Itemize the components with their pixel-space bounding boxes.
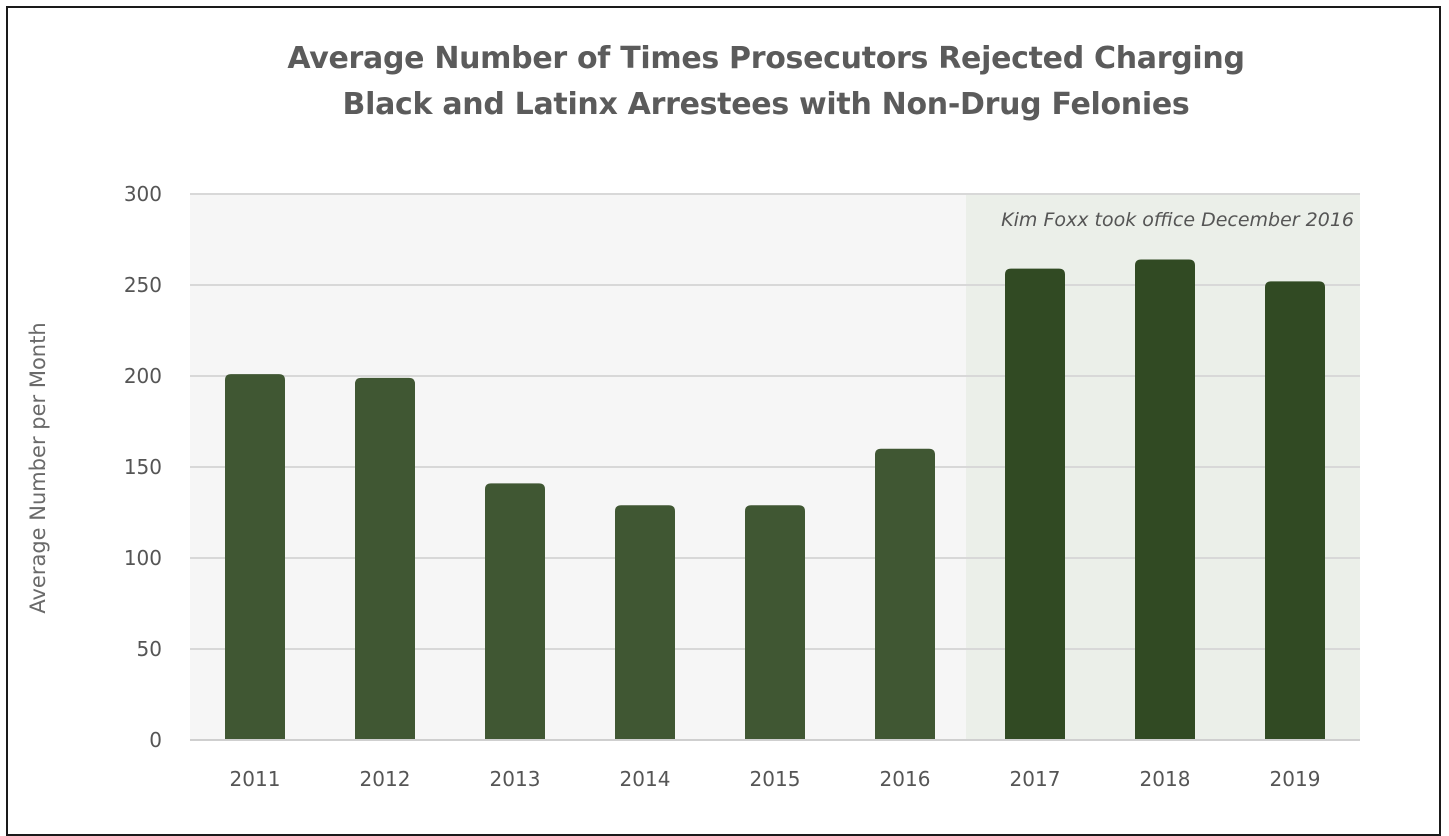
y-tick-label: 50 bbox=[137, 637, 162, 661]
x-tick-label: 2013 bbox=[490, 767, 541, 791]
y-tick-label: 150 bbox=[124, 455, 162, 479]
x-tick-label: 2017 bbox=[1010, 767, 1061, 791]
bar-2017 bbox=[1005, 268, 1065, 740]
x-tick-label: 2018 bbox=[1140, 767, 1191, 791]
bar-2013 bbox=[485, 483, 545, 740]
y-tick-label: 250 bbox=[124, 273, 162, 297]
highlight-annotation: Kim Foxx took office December 2016 bbox=[1001, 209, 1354, 231]
x-tick-label: 2016 bbox=[880, 767, 931, 791]
bar-2018 bbox=[1135, 259, 1195, 740]
y-tick-label: 100 bbox=[124, 546, 162, 570]
bar-2012 bbox=[355, 377, 415, 740]
bar-2016 bbox=[875, 448, 935, 740]
chart-title-line-2: Black and Latinx Arrestees with Non-Drug… bbox=[342, 87, 1190, 122]
chart-title: Average Number of Times Prosecutors Reje… bbox=[0, 36, 1449, 128]
bar-2019 bbox=[1265, 281, 1325, 740]
x-tick-label: 2015 bbox=[750, 767, 801, 791]
x-tick-label: 2014 bbox=[620, 767, 671, 791]
chart-title-line-1: Average Number of Times Prosecutors Reje… bbox=[287, 41, 1245, 76]
x-tick-label: 2011 bbox=[230, 767, 281, 791]
y-tick-label: 300 bbox=[124, 182, 162, 206]
y-tick-label: 200 bbox=[124, 364, 162, 388]
x-tick-label: 2012 bbox=[360, 767, 411, 791]
bar-2015 bbox=[745, 505, 805, 740]
bar-2014 bbox=[615, 505, 675, 740]
y-tick-label: 0 bbox=[149, 728, 162, 752]
bar-2011 bbox=[225, 374, 285, 740]
x-tick-label: 2019 bbox=[1270, 767, 1321, 791]
